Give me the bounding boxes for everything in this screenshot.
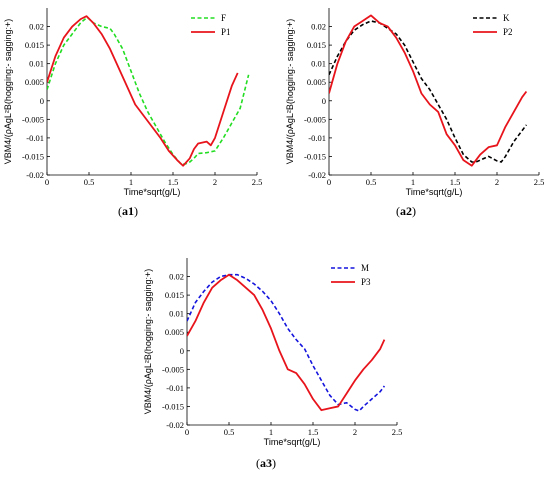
chart-panel-a3: 0 0.5 1 1.5 2 2.5 -0.02 -0.015 -0.01 -0.005 0 0.005…	[143, 258, 402, 470]
y-tick-label: -0.015	[304, 151, 326, 161]
y-tick-label: -0.02	[308, 170, 326, 180]
y-tick-label: 0.015	[165, 290, 184, 300]
caption-open: (	[396, 204, 400, 218]
x-tick-label: 2.5	[392, 427, 403, 437]
y-tick-label: 0.01	[169, 309, 184, 319]
y-tick-label: -0.005	[22, 114, 44, 124]
series-line-P1	[47, 15, 239, 167]
x-tick-label: 0	[327, 177, 331, 187]
caption-id: a2	[400, 204, 412, 218]
x-tick-label: 1	[269, 427, 273, 437]
y-tick-label: 0.02	[29, 22, 44, 32]
y-axis-label: VBM4/(ρAgL²B(hogging:- sagging:+)	[285, 19, 295, 164]
legend-label-P3: P3	[361, 277, 371, 287]
panel-caption: (a1)	[118, 204, 138, 218]
y-tick-label: -0.015	[162, 401, 184, 411]
y-tick-label: 0.01	[29, 59, 44, 69]
y-tick-label: 0.015	[25, 40, 44, 50]
x-axis-label: Time*sqrt(g/L)	[124, 187, 181, 197]
x-tick-label: 2	[495, 177, 499, 187]
panel-caption: (a2)	[396, 204, 416, 218]
x-tick-label: 1.5	[168, 177, 179, 187]
x-tick-label: 1.5	[308, 427, 319, 437]
series-line-F	[47, 16, 250, 166]
panel-caption: (a3)	[256, 456, 276, 470]
x-tick-label: 1	[129, 177, 133, 187]
y-tick-label: -0.015	[22, 151, 44, 161]
caption-open: (	[256, 456, 260, 470]
caption-close: )	[412, 204, 416, 218]
series-line-K	[329, 20, 528, 163]
legend-label-P1: P1	[221, 27, 231, 37]
y-axis-label: VBM4/(ρAgL²B(hogging:- sagging:+)	[143, 269, 153, 414]
series-line-P3	[187, 273, 386, 412]
chart-panel-a1: 0 0.5 1 1.5 2 2.5 -0.02 -0.015 -0.01 -0.005 0 0.005…	[3, 8, 262, 218]
x-tick-label: 1	[411, 177, 415, 187]
x-axis-label: Time*sqrt(g/L)	[406, 187, 463, 197]
series-line-P2	[329, 14, 528, 167]
caption-close: )	[134, 204, 138, 218]
y-tick-label: 0.015	[307, 40, 326, 50]
caption-close: )	[272, 456, 276, 470]
y-tick-label: -0.01	[308, 133, 326, 143]
x-tick-label: 0	[185, 427, 189, 437]
x-tick-label: 2.5	[534, 177, 545, 187]
y-tick-label: -0.005	[162, 364, 184, 374]
y-tick-label: 0	[322, 96, 326, 106]
caption-id: a1	[122, 204, 134, 218]
y-tick-label: 0.005	[25, 77, 44, 87]
series-line-M	[187, 273, 386, 412]
x-tick-label: 0	[45, 177, 49, 187]
x-tick-label: 0.5	[224, 427, 235, 437]
x-tick-label: 0.5	[366, 177, 377, 187]
y-tick-label: -0.02	[166, 420, 184, 430]
y-tick-label: 0	[40, 96, 44, 106]
y-tick-label: -0.01	[26, 133, 44, 143]
x-axis-label: Time*sqrt(g/L)	[264, 437, 321, 447]
x-tick-label: 2	[353, 427, 357, 437]
y-tick-label: 0.02	[311, 22, 326, 32]
legend-label-P2: P2	[503, 27, 513, 37]
x-tick-label: 2	[213, 177, 217, 187]
legend-label-M: M	[361, 263, 369, 273]
y-tick-label: -0.02	[26, 170, 44, 180]
y-tick-label: -0.01	[166, 383, 184, 393]
y-tick-label: 0.02	[169, 272, 184, 282]
x-tick-label: 2.5	[252, 177, 263, 187]
x-tick-label: 0.5	[84, 177, 95, 187]
y-tick-label: -0.005	[304, 114, 326, 124]
y-tick-label: 0.005	[307, 77, 326, 87]
y-axis-label: VBM4/(ρAgL²B(hogging:- sagging:+)	[3, 19, 13, 164]
y-tick-label: 0	[180, 346, 184, 356]
chart-panel-a2: 0 0.5 1 1.5 2 2.5 -0.02 -0.015 -0.01 -0.005 0 0.005…	[285, 8, 544, 218]
x-tick-label: 1.5	[450, 177, 461, 187]
caption-id: a3	[260, 456, 272, 470]
caption-open: (	[118, 204, 122, 218]
legend-label-F: F	[221, 13, 226, 23]
y-tick-label: 0.005	[165, 327, 184, 337]
legend-label-K: K	[503, 13, 510, 23]
y-tick-label: 0.01	[311, 59, 326, 69]
